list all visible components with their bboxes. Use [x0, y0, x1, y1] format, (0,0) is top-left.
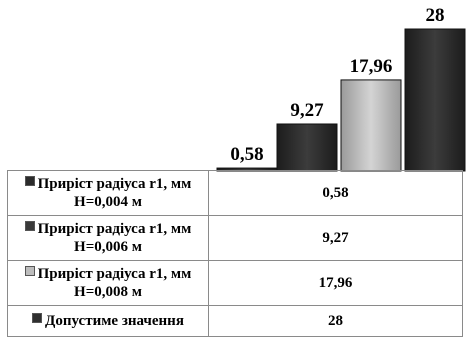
bar-chart: 0,58 9,27 17,96 28 — [216, 5, 466, 172]
legend-swatch — [32, 313, 43, 323]
bar-4 — [404, 28, 466, 172]
data-label-3: 17,96 — [350, 56, 393, 77]
legend-label: Приріст радіуса r1, мм — [37, 221, 192, 237]
data-label-2: 9,27 — [290, 100, 324, 121]
legend-label: H=0,006 м — [74, 239, 142, 255]
legend-label: H=0,008 м — [74, 284, 142, 300]
table-value: 17,96 — [208, 260, 463, 306]
legend-label: Приріст радіуса r1, мм — [37, 176, 192, 192]
bar-2 — [276, 123, 338, 172]
table-row: Допустиме значення 28 — [7, 305, 463, 337]
legend-swatch — [24, 176, 35, 186]
legend-label: Допустиме значення — [45, 313, 184, 329]
legend-entry: Допустиме значення — [7, 305, 209, 337]
legend-label: Приріст радіуса r1, мм — [37, 266, 192, 282]
legend-entry: Приріст радіуса r1, мм H=0,004 м — [7, 170, 209, 216]
bar-3 — [340, 79, 402, 172]
table-row: Приріст радіуса r1, мм H=0,006 м 9,27 — [7, 215, 463, 261]
legend-swatch — [24, 221, 35, 231]
legend-label: H=0,004 м — [74, 194, 142, 210]
data-label-4: 28 — [426, 5, 445, 26]
legend-entry: Приріст радіуса r1, мм H=0,008 м — [7, 260, 209, 306]
data-table: Приріст радіуса r1, мм H=0,004 м 0,58 Прирі… — [7, 170, 463, 337]
legend-swatch — [24, 266, 35, 276]
table-row: Приріст радіуса r1, мм H=0,008 м 17,96 — [7, 260, 463, 306]
table-value: 28 — [208, 305, 463, 337]
table-value: 0,58 — [208, 170, 463, 216]
table-row: Приріст радіуса r1, мм H=0,004 м 0,58 — [7, 170, 463, 216]
legend-entry: Приріст радіуса r1, мм H=0,006 м — [7, 215, 209, 261]
table-value: 9,27 — [208, 215, 463, 261]
data-label-1: 0,58 — [230, 144, 263, 165]
